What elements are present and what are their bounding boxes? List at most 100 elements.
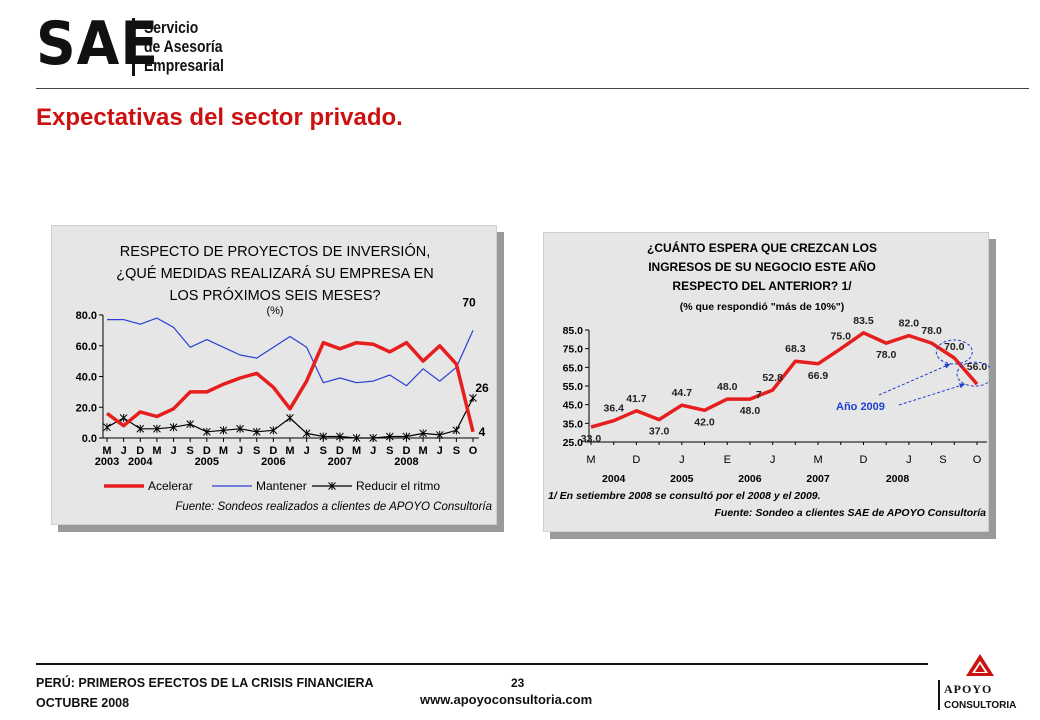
chart1-x-month-label: M (152, 445, 161, 457)
chart1-x-month-label: D (203, 445, 211, 457)
chart2-y-tick-label: 45.0 (563, 400, 584, 412)
chart1-x-month-label: S (453, 445, 460, 457)
footer-rule (36, 663, 928, 665)
chart1-point-marker (202, 427, 211, 436)
chart1-point-marker (252, 427, 261, 436)
logo-divider (132, 18, 135, 76)
chart1-x-month-label: M (285, 445, 294, 457)
chart1-point-marker (103, 423, 111, 432)
chart1-x-month-label: S (253, 445, 260, 457)
chart2-x-year-label: 2005 (670, 473, 694, 485)
chart1-x-month-label: M (219, 445, 228, 457)
chart1-point-marker (419, 429, 427, 438)
chart1-y-tick-label: 0.0 (82, 433, 97, 445)
chart2-x-month-label: O (973, 454, 982, 466)
chart1-source: Fuente: Sondeos realizados a clientes de… (175, 501, 492, 513)
chart1-y-tick-label: 20.0 (76, 402, 97, 414)
chart1-point-marker (286, 414, 294, 423)
chart2-y-tick-label: 55.0 (563, 381, 584, 393)
chart1-legend-label: Reducir el ritmo (356, 479, 440, 493)
chart1-title-line: ¿QUÉ MEDIDAS REALIZARÁ SU EMPRESA EN (116, 265, 433, 282)
chart2-x-month-label: J (679, 454, 685, 466)
chart1-x-year-label: 2005 (195, 456, 219, 468)
chart2-x-month-label: M (813, 454, 822, 466)
chart1-point-marker (302, 429, 311, 438)
chart1-point-marker (119, 414, 128, 423)
chart1-x-month-label: D (269, 445, 277, 457)
chart1-title-line: LOS PRÓXIMOS SEIS MESES? (169, 287, 380, 304)
footer-left: PERÚ: PRIMEROS EFECTOS DE LA CRISIS FINA… (36, 673, 374, 713)
chart1-legend-label: Mantener (256, 479, 307, 493)
chart2-annotation-arrow (878, 363, 951, 396)
chart2-y-tick-label: 85.0 (563, 325, 584, 337)
chart2-data-label: 44.7 (672, 387, 693, 399)
chart2-title-line: INGRESOS DE SU NEGOCIO ESTE AÑO (648, 259, 876, 274)
chart1-point-marker (169, 423, 178, 432)
chart2-data-label: 83.5 (853, 315, 874, 327)
logo-line-2: de Asesoría (144, 37, 223, 56)
chart2-x-year-label: 2004 (602, 473, 626, 485)
chart1-point-marker (319, 432, 328, 441)
chart2-series-line (590, 331, 979, 429)
chart1-x-month-label: D (402, 445, 410, 457)
chart1-x-month-label: J (370, 445, 376, 457)
chart2-data-label: 42.0 (694, 416, 715, 428)
chart1-x-month-label: J (304, 445, 310, 457)
chart2-data-label: 48.0 (740, 405, 761, 417)
slide-title: Expectativas del sector privado. (36, 104, 403, 131)
chart2-data-label: 56.0 (967, 361, 988, 373)
chart1-series-line (105, 340, 475, 433)
chart1-end-label: 26 (475, 381, 489, 395)
chart1-panel: RESPECTO DE PROYECTOS DE INVERSIÓN, ¿QUÉ … (51, 225, 497, 525)
chart1-point-marker (369, 434, 378, 442)
chart1-point-marker (153, 424, 161, 433)
chart1-point-marker (385, 432, 394, 441)
footer-title: PERÚ: PRIMEROS EFECTOS DE LA CRISIS FINA… (36, 676, 374, 690)
chart2-x-month-label: J (770, 454, 776, 466)
apoyo-logo-word-2: CONSULTORIA (944, 700, 1016, 711)
chart1-x-month-label: M (419, 445, 428, 457)
logo-line-3: Empresarial (144, 56, 224, 75)
chart2-data-label: 52.8 (762, 372, 783, 384)
chart2-data-label: 36.4 (603, 403, 624, 415)
chart2-title-line: RESPECTO DEL ANTERIOR? 1/ (672, 279, 852, 293)
chart1-point-marker (336, 432, 344, 441)
footer-date: OCTUBRE 2008 (36, 696, 130, 710)
chart2-x-month-label: E (724, 454, 731, 466)
chart2-annotation-circle (935, 339, 973, 365)
chart1-point-marker (186, 420, 195, 429)
chart2-footnote: 1/ En setiembre 2008 se consultó por el … (548, 490, 821, 502)
chart1-point-marker (136, 424, 145, 433)
chart2-y-tick-label: 25.0 (563, 437, 584, 449)
apoyo-logo-mark-icon (966, 654, 994, 676)
header-rule (36, 88, 1029, 89)
chart2-y-tick-label: 65.0 (563, 362, 584, 374)
chart1-x-year-label: 2008 (394, 456, 418, 468)
chart1-x-month-label: S (187, 445, 194, 457)
chart2-data-label: 68.3 (785, 343, 806, 355)
chart2-annotation-arrow (898, 383, 966, 406)
chart1-x-month-label: J (170, 445, 176, 457)
chart2-annotation-circle (956, 361, 990, 387)
chart1-point-marker (269, 426, 278, 435)
chart2-data-label: 33.0 (581, 433, 602, 445)
chart1-x-month-label: O (469, 445, 478, 457)
chart1-y-tick-label: 40.0 (76, 372, 97, 384)
chart1-x-month-label: D (136, 445, 144, 457)
chart2-x-month-label: D (859, 454, 867, 466)
chart2-annotation-arrowhead (959, 383, 965, 389)
chart2-annotation-label: Año 2009 (836, 401, 885, 413)
chart2-data-label: 37.0 (649, 426, 670, 438)
chart1-x-month-label: M (352, 445, 361, 457)
chart2-panel: ¿CUÁNTO ESPERA QUE CREZCAN LOS INGRESOS D… (543, 232, 990, 532)
apoyo-consultoria-logo: APOYO CONSULTORIA (938, 654, 1016, 711)
chart2-stray-label: 7 (756, 390, 762, 401)
chart2-data-label: 70.0 (944, 341, 965, 353)
chart1-y-tick-label: 80.0 (76, 310, 97, 322)
footer-url: www.apoyoconsultoria.com (420, 692, 593, 707)
chart2-x-year-label: 2007 (806, 473, 830, 485)
chart2-annotation-arrowhead (944, 363, 951, 369)
chart2-data-label: 82.0 (899, 318, 920, 330)
chart1-x-month-label: S (320, 445, 327, 457)
chart1-x-year-label: 2004 (128, 456, 153, 468)
